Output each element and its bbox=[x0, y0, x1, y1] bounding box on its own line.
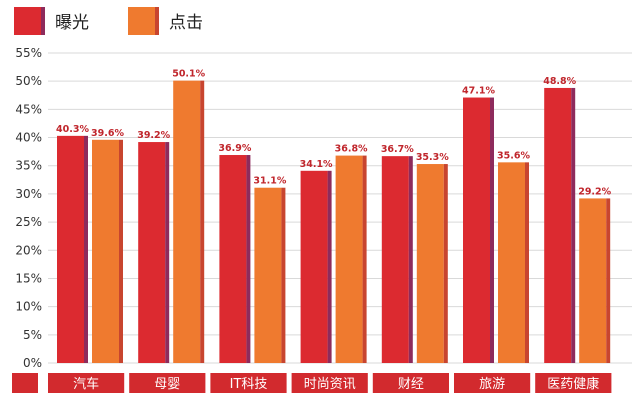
bar bbox=[300, 170, 328, 363]
bar bbox=[544, 87, 572, 363]
y-tick-label: 50% bbox=[15, 74, 42, 88]
data-label: 36.9% bbox=[218, 143, 251, 154]
bar bbox=[463, 97, 490, 363]
x-category-label: IT科技 bbox=[230, 377, 268, 392]
data-label: 29.2% bbox=[578, 186, 611, 197]
bar-shade bbox=[200, 80, 205, 364]
category-band-cell bbox=[372, 373, 449, 393]
x-category-label: 母婴 bbox=[154, 377, 180, 392]
bar bbox=[579, 198, 607, 363]
bar-shade bbox=[606, 198, 611, 363]
bar-shade bbox=[362, 155, 367, 363]
data-label: 31.1% bbox=[253, 176, 286, 187]
data-label: 40.3% bbox=[56, 124, 89, 135]
x-category-label: 医药健康 bbox=[547, 376, 599, 392]
bar-shade bbox=[408, 156, 413, 363]
y-tick-label: 15% bbox=[15, 271, 42, 285]
y-tick-label: 30% bbox=[15, 187, 42, 201]
bar bbox=[138, 142, 166, 363]
y-axis: 0% 5% 10% 15% 20% 25% 30% 35% 40% 45% 50% 55% bbox=[15, 46, 42, 370]
y-tick-label: 40% bbox=[15, 131, 42, 145]
y-tick-label: 20% bbox=[15, 243, 42, 257]
bar bbox=[416, 164, 444, 363]
y-tick-label: 55% bbox=[15, 46, 42, 60]
bar-shade bbox=[571, 87, 576, 363]
legend-swatch-exposure-shade bbox=[41, 7, 45, 35]
data-label: 35.6% bbox=[497, 150, 530, 161]
y-tick-label: 35% bbox=[15, 159, 42, 173]
data-label: 36.7% bbox=[381, 144, 414, 155]
bar-shade bbox=[165, 142, 170, 363]
bar bbox=[173, 80, 201, 364]
y-tick-label: 45% bbox=[15, 102, 42, 116]
data-label: 35.3% bbox=[416, 152, 449, 163]
x-category-label: 汽车 bbox=[73, 376, 99, 392]
category-band-cell bbox=[454, 373, 531, 393]
legend-swatch-click-shade bbox=[155, 7, 159, 35]
data-label: 34.1% bbox=[300, 159, 333, 170]
category-band-cell bbox=[210, 373, 287, 393]
y-tick-label: 25% bbox=[15, 215, 42, 229]
legend-label-exposure: 曝光 bbox=[55, 13, 89, 33]
bars bbox=[57, 80, 611, 364]
y-tick-label: 10% bbox=[15, 300, 42, 314]
legend: 曝光 点击 bbox=[14, 7, 203, 35]
data-label: 36.8% bbox=[335, 144, 368, 155]
bar bbox=[335, 155, 363, 363]
bar-shade bbox=[443, 164, 448, 363]
bar-shade bbox=[281, 187, 286, 363]
y-tick-label: 0% bbox=[23, 356, 42, 370]
data-label: 48.8% bbox=[543, 76, 576, 87]
data-label: 47.1% bbox=[462, 86, 495, 97]
legend-label-click: 点击 bbox=[169, 13, 203, 33]
legend-swatch-click bbox=[128, 7, 155, 35]
category-band-cell bbox=[48, 373, 125, 393]
legend-swatch-exposure bbox=[14, 7, 41, 35]
bar bbox=[57, 135, 84, 363]
data-label: 39.6% bbox=[91, 128, 124, 139]
category-band-cell bbox=[291, 373, 368, 393]
bar bbox=[219, 155, 247, 363]
category-band: 汽车 母婴 IT科技 时尚资讯 财经 旅游 医药健康 bbox=[12, 373, 612, 393]
y-tick-label: 5% bbox=[23, 328, 42, 342]
category-band-cell bbox=[129, 373, 206, 393]
bar-shade bbox=[525, 162, 529, 363]
bar bbox=[498, 162, 525, 363]
data-labels: 40.3% 39.6% 39.2% 50.1% 36.9% 31.1% 34.1%36.8%… bbox=[56, 69, 612, 198]
x-category-label: 旅游 bbox=[479, 377, 505, 392]
category-band-cell bbox=[535, 373, 612, 393]
x-category-label: 时尚资讯 bbox=[304, 377, 356, 392]
bar-shade bbox=[246, 155, 251, 363]
bar bbox=[381, 156, 409, 363]
data-label: 50.1% bbox=[172, 69, 205, 80]
category-band-cell bbox=[12, 373, 38, 393]
bar-shade bbox=[327, 170, 332, 363]
data-label: 39.2% bbox=[137, 130, 170, 141]
bar-shade bbox=[490, 97, 494, 363]
x-category-label: 财经 bbox=[398, 377, 424, 392]
bar-shade bbox=[119, 139, 123, 363]
bar-shade bbox=[84, 135, 88, 363]
bar bbox=[92, 139, 119, 363]
bar bbox=[254, 187, 282, 363]
